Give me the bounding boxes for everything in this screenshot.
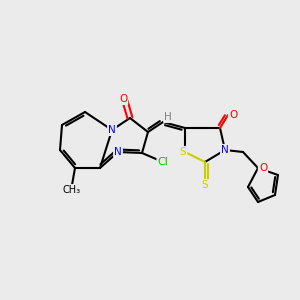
Text: S: S bbox=[180, 147, 186, 157]
Text: S: S bbox=[202, 180, 208, 190]
Text: O: O bbox=[119, 94, 127, 104]
Text: O: O bbox=[259, 163, 267, 173]
Text: H: H bbox=[164, 112, 172, 122]
Text: O: O bbox=[229, 110, 237, 120]
Text: N: N bbox=[108, 125, 116, 135]
Text: CH₃: CH₃ bbox=[63, 185, 81, 195]
Text: N: N bbox=[221, 145, 229, 155]
Text: N: N bbox=[114, 147, 122, 157]
Text: Cl: Cl bbox=[158, 157, 168, 167]
